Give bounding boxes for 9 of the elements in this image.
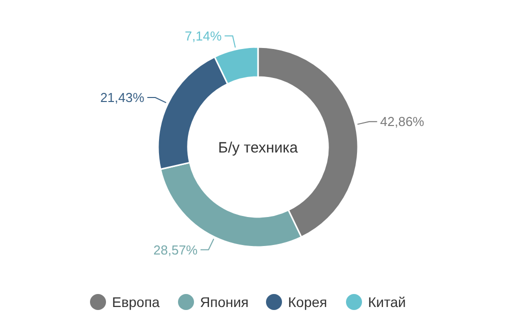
legend-label: Европа	[112, 294, 160, 310]
data-label: 28,57%	[153, 242, 198, 258]
legend-label: Китай	[368, 294, 406, 310]
data-label: 42,86%	[380, 114, 425, 130]
legend-label: Япония	[200, 294, 249, 310]
legend-label: Корея	[288, 294, 328, 310]
text: Б/у техника	[218, 139, 299, 156]
data-label: 7,14%	[184, 28, 222, 44]
data-label: 21,43%	[100, 90, 145, 106]
